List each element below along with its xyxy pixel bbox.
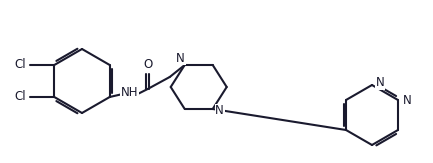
- Text: Cl: Cl: [14, 59, 26, 72]
- Text: O: O: [143, 59, 152, 72]
- Text: N: N: [403, 94, 411, 106]
- Text: N: N: [215, 104, 224, 118]
- Text: N: N: [375, 76, 385, 89]
- Text: NH: NH: [121, 87, 139, 99]
- Text: Cl: Cl: [14, 90, 26, 104]
- Text: N: N: [176, 52, 185, 65]
